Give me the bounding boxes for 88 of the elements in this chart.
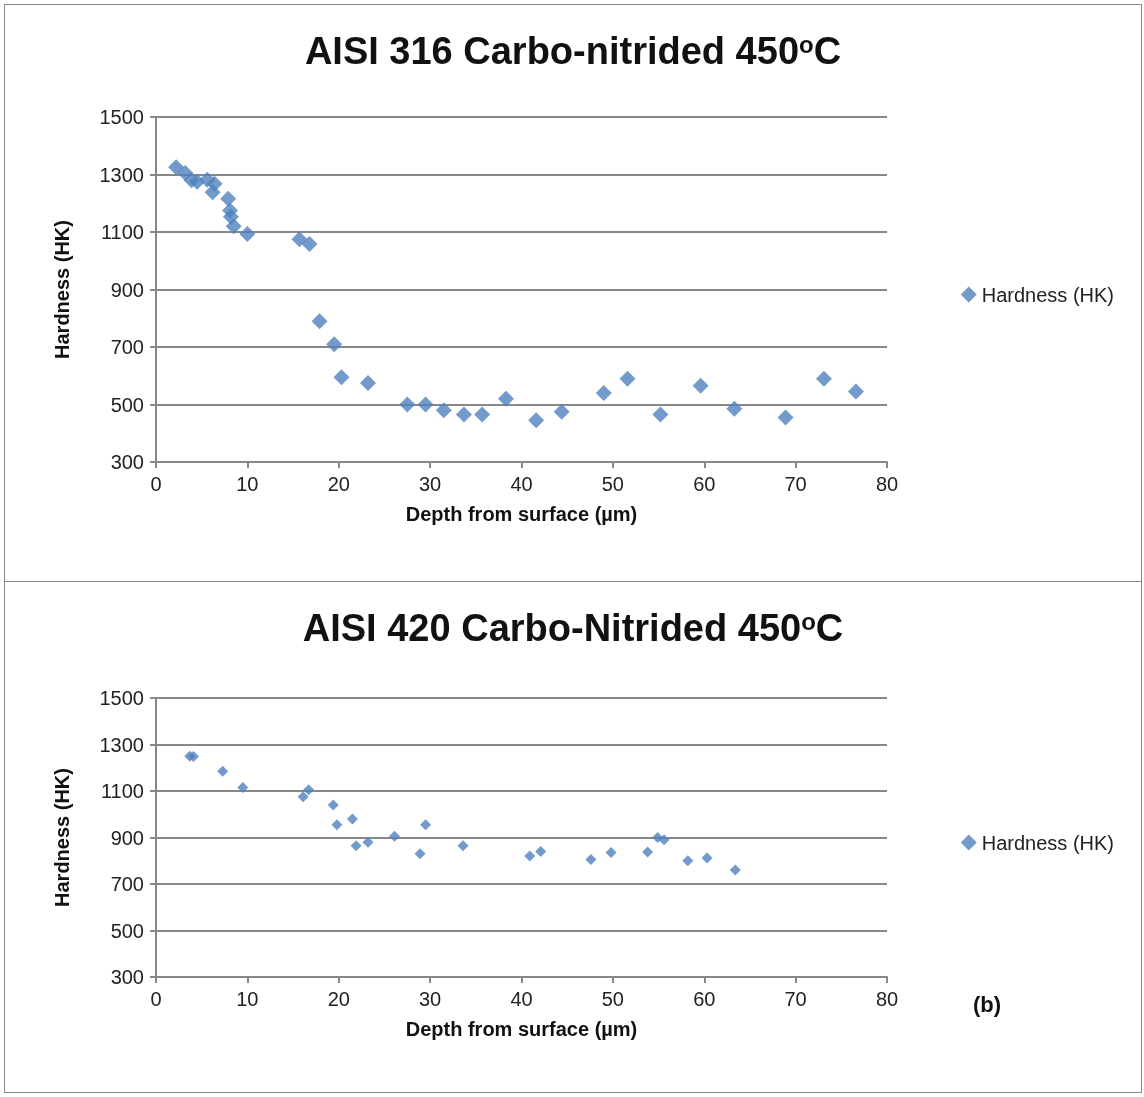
point: [350, 840, 362, 852]
point: [297, 791, 309, 803]
x-tick-label: 30: [419, 473, 442, 495]
point: [346, 813, 358, 825]
point: [291, 231, 308, 248]
x-tick-label: 60: [693, 473, 716, 495]
point: [658, 834, 670, 846]
point: [326, 336, 343, 353]
x-axis-title: Depth from surface (µm): [405, 1018, 638, 1040]
x-tick-label: 10: [236, 473, 259, 495]
x-tick-label: 0: [150, 988, 162, 1010]
y-tick-label: 1100: [100, 221, 144, 243]
point: [225, 218, 242, 235]
point: [420, 819, 432, 831]
point: [692, 377, 709, 394]
point: [585, 854, 597, 866]
y-tick-label: 300: [110, 451, 144, 473]
x-tick-label: 70: [784, 988, 807, 1010]
x-axis-title: Depth from surface (µm): [405, 503, 638, 525]
y-tick-label: 1300: [99, 733, 144, 756]
point: [682, 855, 694, 867]
x-tick-label: 80: [875, 988, 899, 1010]
point: [619, 370, 636, 387]
point: [435, 402, 452, 419]
y-tick-label: 500: [110, 393, 144, 416]
x-tick-label: 20: [327, 473, 350, 495]
point: [362, 836, 374, 848]
point: [414, 848, 426, 860]
point: [239, 226, 256, 243]
point: [474, 406, 491, 423]
point: [777, 409, 794, 426]
point: [220, 190, 237, 207]
point: [847, 383, 864, 400]
point: [168, 159, 185, 176]
x-tick-label: 40: [510, 473, 533, 495]
point: [333, 369, 350, 386]
y-tick-label: 300: [110, 966, 144, 988]
x-tick-label: 10: [236, 988, 259, 1010]
y-tick-label: 700: [110, 336, 144, 358]
point: [237, 782, 249, 794]
point: [652, 406, 669, 423]
x-tick-label: 40: [510, 988, 533, 1010]
y-tick-label: 500: [110, 919, 144, 942]
point: [726, 400, 743, 417]
y-tick-label: 1100: [100, 780, 144, 802]
point: [729, 864, 741, 876]
point: [301, 236, 318, 253]
y-tick-label: 1300: [99, 163, 144, 186]
point: [331, 819, 343, 831]
x-tick-label: 0: [150, 473, 162, 495]
x-tick-label: 60: [693, 988, 716, 1010]
point: [642, 846, 654, 858]
point: [595, 385, 612, 401]
point: [701, 852, 713, 864]
point: [399, 396, 416, 413]
point: [311, 313, 328, 330]
legend-label: Hardness (HK): [981, 831, 1115, 854]
x-tick-label: 20: [327, 988, 350, 1010]
point: [327, 799, 339, 811]
x-tick-label: 50: [601, 473, 624, 495]
legend-label: Hardness (HK): [981, 283, 1115, 306]
x-tick-label: 50: [601, 988, 624, 1010]
point: [388, 830, 400, 842]
point: [455, 406, 472, 423]
point: [303, 784, 315, 796]
point: [217, 765, 229, 777]
point: [204, 184, 221, 201]
x-tick-label: 70: [784, 473, 807, 495]
point: [359, 374, 376, 391]
point: [553, 403, 570, 420]
point: [528, 412, 545, 429]
point: [605, 847, 617, 859]
point: [535, 845, 547, 857]
y-tick-label: 900: [110, 278, 144, 301]
point: [457, 840, 469, 852]
point: [524, 850, 536, 862]
x-tick-label: 30: [419, 988, 442, 1010]
y-tick-label: 900: [110, 826, 144, 849]
x-tick-label: 80: [875, 473, 899, 495]
point: [815, 370, 832, 387]
point: [417, 396, 434, 413]
y-tick-label: 700: [110, 873, 144, 895]
y-axis-title: Hardness (HK): [51, 220, 73, 359]
text: (b): [972, 991, 1001, 1017]
y-tick-label: 1500: [99, 106, 144, 128]
y-axis-title: Hardness (HK): [51, 768, 73, 907]
point: [497, 390, 514, 407]
y-tick-label: 1500: [99, 687, 144, 709]
